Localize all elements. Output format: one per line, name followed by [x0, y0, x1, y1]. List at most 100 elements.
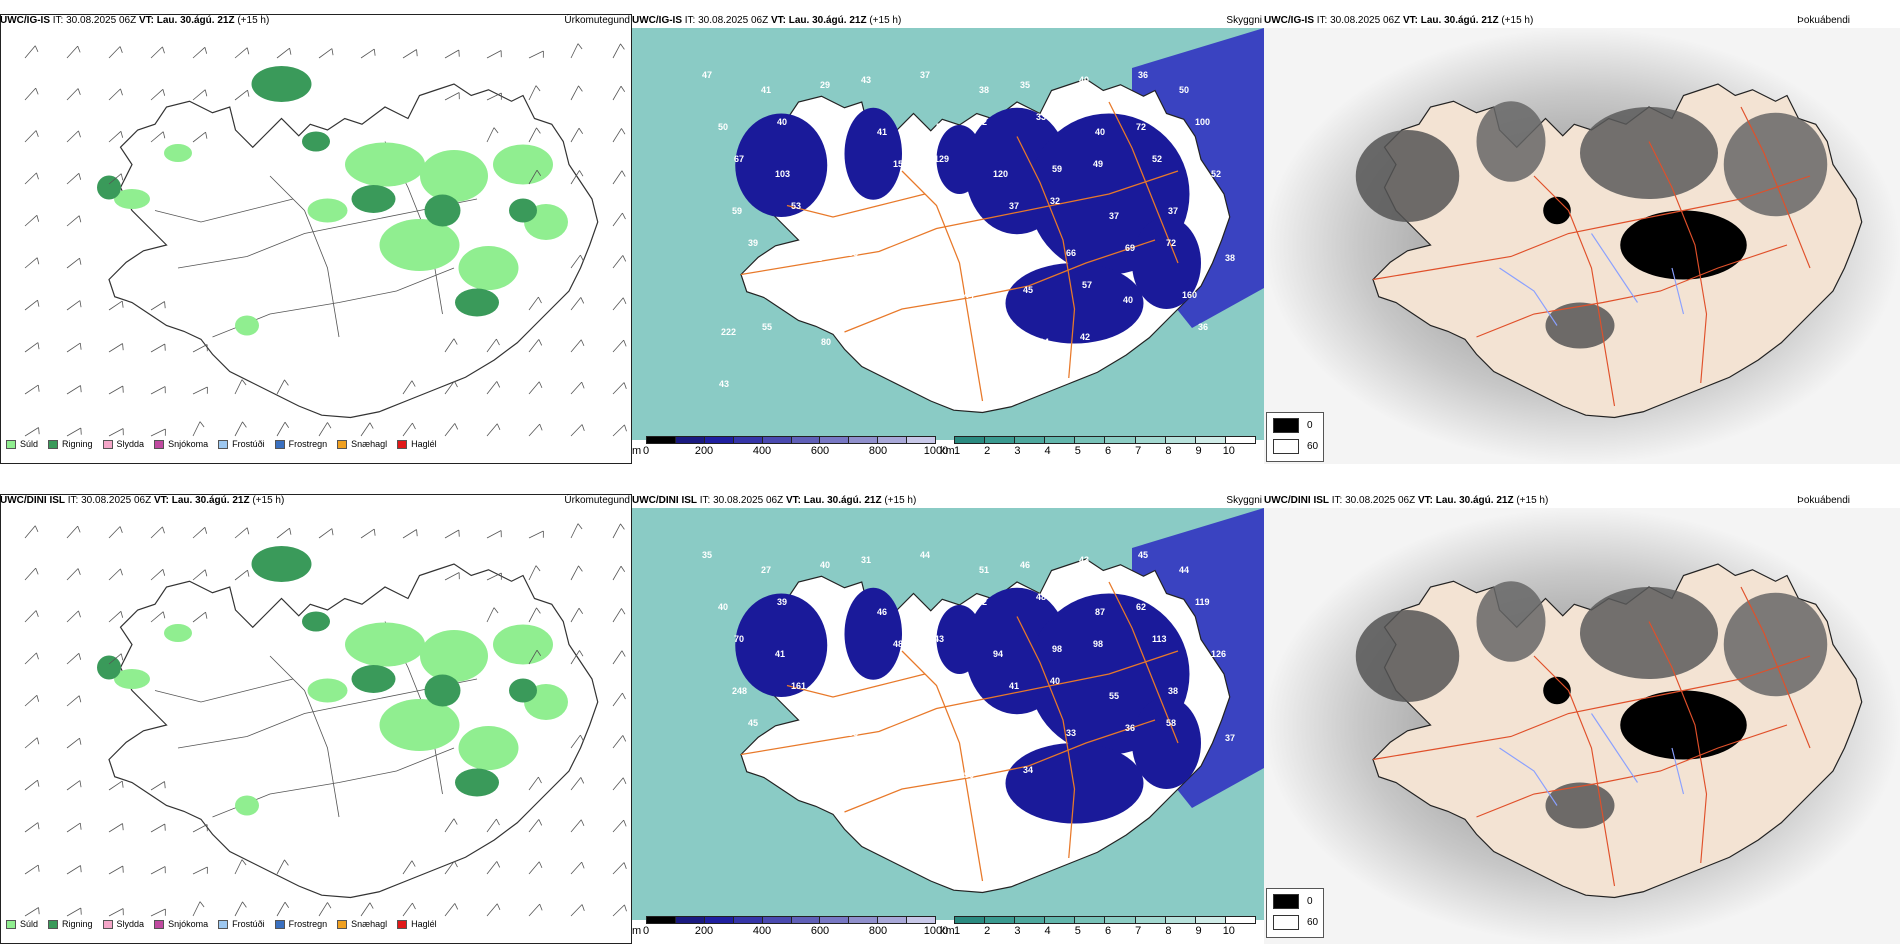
precip-legend: Súld Rigning Slydda Snjókoma Frostúði Frostre…: [0, 436, 437, 452]
cloud-base-label: 98: [1093, 639, 1103, 649]
colorbar-swatch: [878, 437, 908, 443]
wind-barb: [192, 46, 208, 59]
wind-barb: [444, 380, 458, 395]
cloud-base-label: 36: [980, 322, 990, 332]
wind-barb: [612, 777, 627, 791]
wind-barb: [570, 734, 584, 749]
wind-barb: [570, 339, 585, 353]
wind-barb: [444, 338, 458, 353]
drizzle-area: [235, 795, 259, 816]
cloud-base-label: 38: [1225, 253, 1235, 263]
cloud-base-label: 37: [920, 70, 930, 80]
cloud-base-label: 57: [936, 122, 946, 132]
wind-barb: [24, 172, 39, 185]
cloud-base-label: 37: [1109, 211, 1119, 221]
fog-legend-white-swatch: [1273, 439, 1299, 454]
cloud-base-label: 61: [1209, 681, 1219, 691]
wind-barb: [402, 49, 418, 59]
cloud-base-label: 42: [1080, 332, 1090, 342]
cloud-base-label: 42: [966, 238, 976, 248]
wind-barb: [570, 297, 585, 311]
cloud-base-label: 49: [1093, 159, 1103, 169]
cloud-base-label: 41: [775, 649, 785, 659]
wind-barb: [402, 529, 418, 539]
cloud-base-label: 43: [861, 75, 871, 85]
colorbar-tick: 6: [1104, 445, 1112, 457]
colorbar-swatch: [675, 917, 705, 923]
it-label: IT:: [699, 495, 711, 506]
drizzle-area: [379, 219, 460, 271]
panel-title-right: Úrkomutegund: [564, 495, 630, 506]
cloud-base-label: 69: [764, 770, 774, 780]
wind-barb: [528, 169, 542, 185]
cloud-base-label: 31: [861, 555, 871, 565]
legend-label: Snjókoma: [168, 439, 209, 449]
low-cloud-area: [844, 587, 902, 680]
colorbar-unit: km: [940, 925, 955, 937]
wind-barb: [570, 777, 585, 791]
wind-barb: [24, 427, 40, 437]
wind-barb: [486, 530, 502, 539]
wind-barb: [528, 776, 542, 791]
fog-index-area: [1476, 101, 1546, 182]
wind-barb: [486, 572, 502, 581]
cloud-base-label: 41: [1009, 681, 1019, 691]
visibility-colorbar: km 1 2 3 4 5 6 7 8 9 10: [940, 436, 1262, 462]
legend-swatch: [274, 919, 285, 929]
cloud-base-label: 88: [848, 248, 858, 258]
colorbar-ticks: 1 2 3 4 5 6 7 8 9 10: [954, 925, 1256, 939]
rain-area: [455, 768, 499, 797]
road-line: [786, 673, 926, 698]
cloud-base-label: 59: [732, 206, 742, 216]
wind-barb: [276, 379, 289, 395]
cloud-base-label: 41: [834, 644, 844, 654]
colorbar-tick: 9: [1195, 925, 1202, 937]
legend-label: Súld: [20, 919, 39, 929]
legend-item-frostregn: Frostregn: [274, 439, 327, 449]
rain-area: [509, 678, 537, 703]
wind-barb: [318, 48, 334, 59]
wind-barb: [402, 380, 416, 395]
vt-label: VT:: [785, 495, 801, 506]
wind-barb: [108, 428, 124, 437]
wind-barb: [318, 528, 334, 539]
cloud-base-label: 40: [1095, 127, 1105, 137]
legend-item-rigning: Rigning: [48, 439, 93, 449]
cloud-base-label: 40: [805, 765, 815, 775]
wind-barb: [66, 45, 81, 59]
cloud-base-label: 43: [807, 733, 817, 743]
cloud-base-label: 42: [977, 597, 987, 607]
drizzle-area: [458, 726, 519, 770]
colorbar-swatch: [1045, 917, 1076, 923]
cloud-base-label: 66: [1066, 248, 1076, 258]
cloud-base-label: 81: [923, 775, 933, 785]
wind-barb: [66, 172, 82, 185]
cloud-base-label: 55: [850, 196, 860, 206]
cloud-base-label: 72: [1166, 238, 1176, 248]
colorbar-tick: 8: [1165, 925, 1172, 937]
wind-barb: [528, 565, 541, 581]
cloud-base-label: 79: [950, 206, 960, 216]
wind-barb: [234, 379, 247, 395]
drizzle-area: [379, 699, 460, 751]
road-line: [1533, 175, 1616, 407]
wind-barb: [528, 127, 541, 143]
cloud-base-label: 98: [1052, 644, 1062, 654]
drizzle-area: [458, 246, 519, 290]
cloud-base-label: 72: [1136, 122, 1146, 132]
wind-barb: [528, 296, 542, 311]
legend-swatch: [337, 919, 348, 929]
drizzle-area: [493, 624, 553, 665]
wind-barb: [192, 386, 208, 395]
road-line: [1476, 244, 1788, 338]
colorbar-swatch: [1225, 917, 1255, 923]
wind-barb: [66, 780, 82, 791]
wind-barb: [528, 819, 543, 833]
cloud-base-label: 60: [1007, 253, 1017, 263]
road-line: [786, 193, 926, 218]
wind-barb: [528, 903, 543, 917]
cloud-base-label: 59: [1052, 164, 1062, 174]
wind-barb: [444, 572, 460, 581]
vt-label: VT:: [1417, 495, 1433, 506]
cloud-base-label: 61: [880, 332, 890, 342]
